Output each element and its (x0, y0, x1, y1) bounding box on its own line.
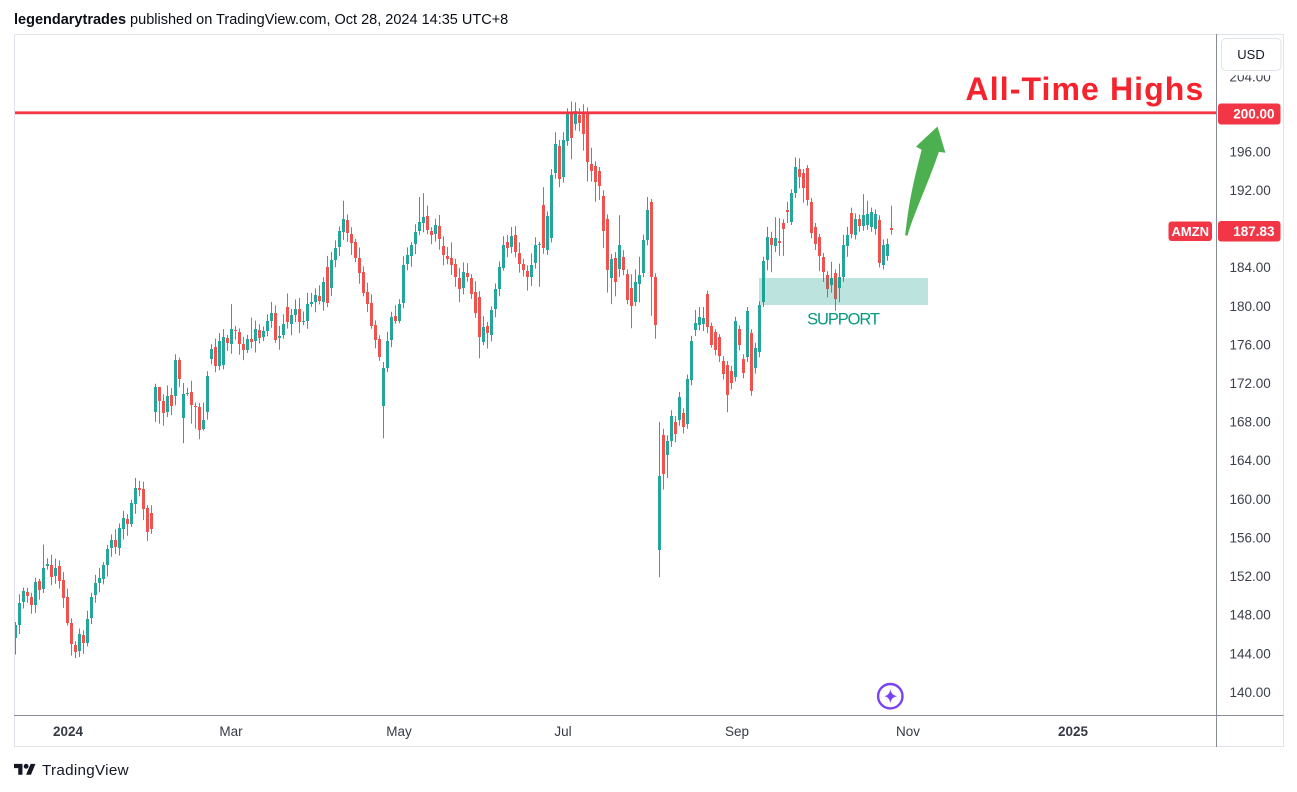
svg-text:legendarytrades published on T: legendarytrades published on TradingView… (14, 12, 508, 28)
svg-text:152.00: 152.00 (1230, 569, 1271, 584)
svg-text:176.00: 176.00 (1230, 337, 1271, 352)
svg-text:Jul: Jul (554, 724, 571, 739)
svg-text:144.00: 144.00 (1230, 646, 1271, 661)
svg-text:164.00: 164.00 (1230, 453, 1271, 468)
svg-text:200.00: 200.00 (1233, 107, 1274, 122)
svg-text:All-Time Highs: All-Time Highs (966, 71, 1205, 107)
svg-text:May: May (386, 724, 412, 739)
svg-text:156.00: 156.00 (1230, 530, 1271, 545)
svg-text:2025: 2025 (1058, 724, 1089, 739)
svg-text:196.00: 196.00 (1230, 144, 1271, 159)
svg-text:168.00: 168.00 (1230, 415, 1271, 430)
svg-text:160.00: 160.00 (1230, 492, 1271, 507)
svg-text:AMZN: AMZN (1172, 224, 1210, 239)
svg-text:184.00: 184.00 (1230, 260, 1271, 275)
svg-text:SUPPORT: SUPPORT (807, 311, 880, 329)
svg-text:Mar: Mar (219, 724, 243, 739)
svg-text:172.00: 172.00 (1230, 376, 1271, 391)
svg-text:148.00: 148.00 (1230, 608, 1271, 623)
svg-text:TradingView: TradingView (42, 762, 129, 779)
svg-text:Nov: Nov (896, 724, 920, 739)
svg-text:USD: USD (1237, 47, 1264, 62)
svg-text:2024: 2024 (53, 724, 84, 739)
svg-text:187.83: 187.83 (1233, 224, 1275, 239)
svg-text:192.00: 192.00 (1230, 183, 1271, 198)
svg-text:180.00: 180.00 (1230, 299, 1271, 314)
svg-text:140.00: 140.00 (1230, 685, 1271, 700)
svg-text:Sep: Sep (725, 724, 749, 739)
